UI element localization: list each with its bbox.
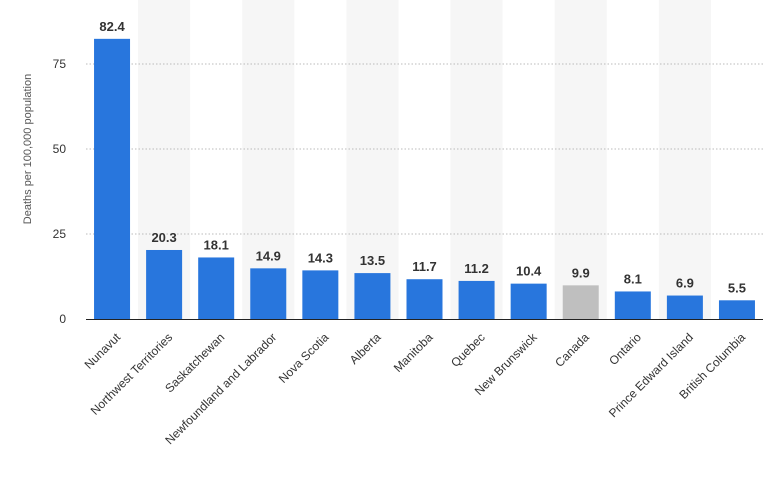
x-tick-label: Alberta	[347, 330, 384, 367]
data-label: 11.7	[412, 259, 437, 274]
bar	[614, 291, 651, 319]
data-label: 11.2	[464, 261, 489, 276]
y-tick-label: 0	[59, 312, 66, 326]
bar	[250, 268, 287, 319]
data-label: 9.9	[572, 265, 590, 280]
bar	[666, 295, 703, 319]
x-tick-label: Manitoba	[391, 330, 436, 375]
bar	[562, 285, 599, 319]
y-tick-label: 25	[53, 227, 67, 241]
y-axis-title: Deaths per 100,000 population	[22, 74, 34, 224]
bar	[510, 283, 547, 319]
bar	[94, 38, 131, 320]
column-bands	[138, 0, 711, 319]
data-label: 13.5	[360, 253, 385, 268]
data-labels: 82.4 20.3 18.1 14.9 14.3 13.5 11.7 11.2 10.4 9.9 8…	[99, 19, 746, 295]
bar	[302, 270, 339, 319]
column-band	[554, 0, 607, 319]
bar	[458, 280, 495, 319]
bar	[198, 257, 235, 319]
data-label: 14.9	[256, 248, 281, 263]
data-label: 8.1	[624, 271, 642, 286]
x-tick-label: Nunavut	[82, 330, 124, 372]
y-axis-ticks: 0 25 50 75	[53, 57, 67, 326]
bar	[146, 249, 183, 319]
column-band	[346, 0, 399, 319]
x-tick-label: Newfoundland and Labrador	[162, 330, 279, 447]
data-label: 20.3	[151, 230, 176, 245]
x-tick-label: Quebec	[448, 330, 488, 370]
gridlines	[86, 63, 763, 235]
column-band	[658, 0, 711, 319]
bars	[94, 38, 755, 320]
data-label: 14.3	[308, 250, 333, 265]
bar	[406, 279, 443, 319]
bar	[718, 300, 755, 319]
y-tick-label: 50	[53, 142, 67, 156]
x-tick-label: Canada	[552, 330, 592, 370]
data-label: 5.5	[728, 280, 746, 295]
data-label: 6.9	[676, 276, 694, 291]
x-tick-label: Nova Scotia	[276, 330, 332, 386]
data-label: 82.4	[99, 19, 125, 34]
data-label: 18.1	[204, 237, 229, 252]
column-band	[242, 0, 295, 319]
data-label: 10.4	[516, 264, 542, 279]
x-tick-label: Ontario	[606, 330, 644, 368]
column-band	[450, 0, 503, 319]
bar	[354, 273, 391, 319]
y-tick-label: 75	[53, 57, 67, 71]
